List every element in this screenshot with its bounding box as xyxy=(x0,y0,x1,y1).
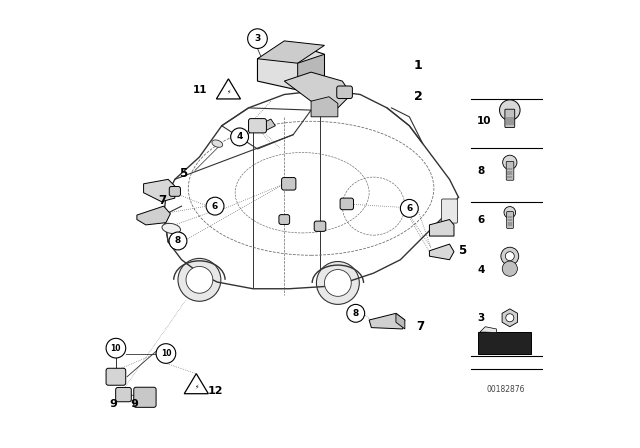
FancyBboxPatch shape xyxy=(337,86,353,99)
Circle shape xyxy=(324,270,351,296)
FancyBboxPatch shape xyxy=(282,177,296,190)
Polygon shape xyxy=(143,179,175,202)
Text: 10: 10 xyxy=(111,344,121,353)
Circle shape xyxy=(206,197,224,215)
Text: 5: 5 xyxy=(458,244,466,257)
Text: 10: 10 xyxy=(161,349,171,358)
Circle shape xyxy=(169,232,187,250)
Text: 9: 9 xyxy=(131,399,139,409)
Ellipse shape xyxy=(212,140,223,147)
Text: 7: 7 xyxy=(159,194,167,207)
Circle shape xyxy=(178,258,221,301)
FancyBboxPatch shape xyxy=(134,387,156,407)
Polygon shape xyxy=(311,97,338,117)
FancyBboxPatch shape xyxy=(505,109,515,128)
FancyBboxPatch shape xyxy=(340,198,353,210)
Polygon shape xyxy=(184,374,209,394)
Text: 6: 6 xyxy=(477,215,484,225)
Text: 00182876: 00182876 xyxy=(486,385,525,394)
Ellipse shape xyxy=(162,224,180,233)
Polygon shape xyxy=(396,313,405,329)
Polygon shape xyxy=(298,54,324,90)
Circle shape xyxy=(248,29,268,48)
Text: 2: 2 xyxy=(414,90,422,103)
Circle shape xyxy=(106,338,125,358)
Circle shape xyxy=(506,252,515,261)
FancyBboxPatch shape xyxy=(477,332,531,353)
Circle shape xyxy=(156,344,176,363)
FancyBboxPatch shape xyxy=(507,211,513,228)
Text: 3: 3 xyxy=(254,34,260,43)
Text: 11: 11 xyxy=(193,85,207,95)
Text: 8: 8 xyxy=(353,309,359,318)
FancyBboxPatch shape xyxy=(248,119,266,133)
Text: 7: 7 xyxy=(417,320,424,333)
Circle shape xyxy=(401,199,419,217)
Text: 8: 8 xyxy=(175,237,181,246)
Polygon shape xyxy=(257,45,324,90)
Circle shape xyxy=(500,100,520,121)
FancyBboxPatch shape xyxy=(279,215,290,224)
Polygon shape xyxy=(284,72,351,108)
Circle shape xyxy=(347,304,365,322)
Text: ⚡: ⚡ xyxy=(227,90,230,95)
Circle shape xyxy=(186,267,213,293)
Circle shape xyxy=(316,262,359,304)
FancyBboxPatch shape xyxy=(506,161,514,180)
FancyBboxPatch shape xyxy=(442,199,458,223)
Text: 3: 3 xyxy=(477,313,484,323)
Text: ⚡: ⚡ xyxy=(194,385,198,390)
Text: 9: 9 xyxy=(109,399,118,409)
Text: 6: 6 xyxy=(212,202,218,211)
Circle shape xyxy=(506,314,514,322)
Polygon shape xyxy=(137,206,170,225)
Polygon shape xyxy=(216,79,241,99)
Circle shape xyxy=(230,128,248,146)
Polygon shape xyxy=(502,309,518,327)
Circle shape xyxy=(504,207,516,218)
Text: 1: 1 xyxy=(414,59,422,72)
FancyBboxPatch shape xyxy=(116,388,131,402)
Circle shape xyxy=(501,247,519,265)
Polygon shape xyxy=(429,220,454,236)
Text: 10: 10 xyxy=(477,116,492,126)
FancyBboxPatch shape xyxy=(314,221,326,231)
Text: 8: 8 xyxy=(477,166,484,177)
Circle shape xyxy=(502,261,517,276)
Polygon shape xyxy=(429,244,454,260)
Text: 4: 4 xyxy=(236,133,243,142)
Polygon shape xyxy=(369,313,405,329)
Polygon shape xyxy=(480,327,497,332)
Polygon shape xyxy=(257,41,324,63)
FancyBboxPatch shape xyxy=(169,186,180,196)
Text: 5: 5 xyxy=(179,167,187,180)
Text: 6: 6 xyxy=(406,204,412,213)
Text: 12: 12 xyxy=(207,387,223,396)
FancyBboxPatch shape xyxy=(106,368,125,385)
Polygon shape xyxy=(255,119,275,130)
Circle shape xyxy=(502,155,517,169)
Text: 4: 4 xyxy=(477,265,484,275)
